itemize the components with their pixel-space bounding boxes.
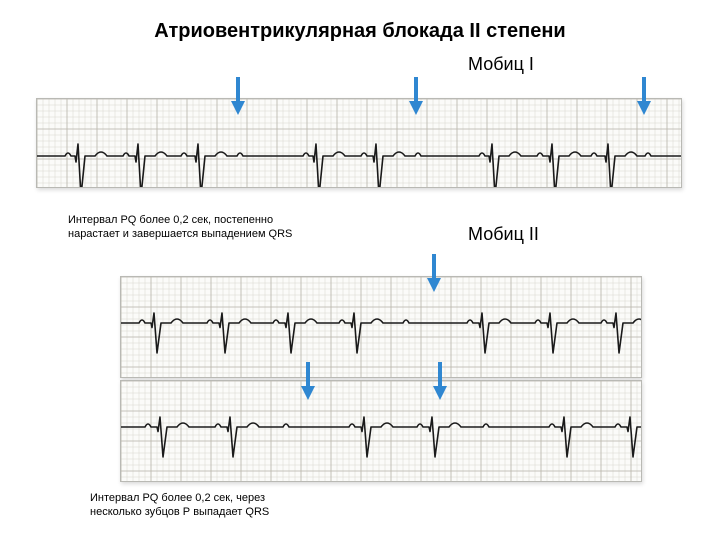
arrow-down-icon (426, 252, 442, 290)
caption-line: несколько зубцов Р выпадает QRS (90, 506, 269, 518)
arrow-down-icon (300, 360, 316, 398)
arrow-down-icon (432, 360, 448, 398)
arrow-down-icon (230, 75, 246, 113)
page-title: Атриовентрикулярная блокада II степени (0, 20, 720, 43)
label-mobitz-1: Мобиц I (468, 54, 534, 75)
caption-mobitz-2: Интервал PQ более 0,2 сек, через несколь… (90, 492, 269, 520)
caption-mobitz-1: Интервал PQ более 0,2 сек, постепенно на… (68, 214, 292, 242)
label-mobitz-2: Мобиц II (468, 224, 539, 245)
ecg-strip-mobitz-1 (36, 98, 682, 188)
arrow-down-icon (408, 75, 424, 113)
caption-line: Интервал PQ более 0,2 сек, постепенно (68, 214, 273, 226)
arrow-down-icon (636, 75, 652, 113)
caption-line: нарастает и завершается выпадением QRS (68, 228, 292, 240)
ecg-strip-mobitz-2a (120, 276, 642, 378)
caption-line: Интервал PQ более 0,2 сек, через (90, 492, 265, 504)
ecg-strip-mobitz-2b (120, 380, 642, 482)
